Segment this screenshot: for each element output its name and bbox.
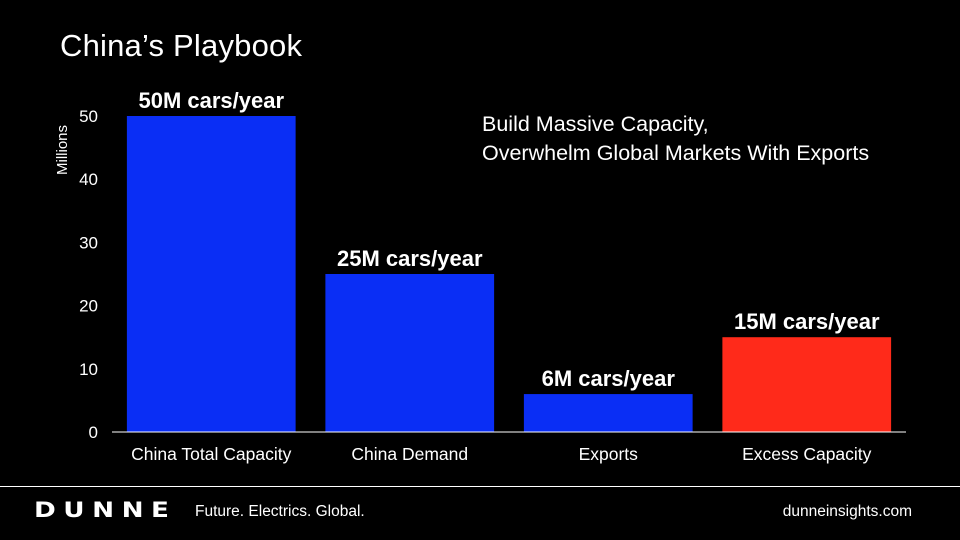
footer-divider: [0, 486, 960, 487]
page-title: China’s Playbook: [60, 28, 303, 63]
footer-tagline: Future. Electrics. Global.: [195, 503, 365, 520]
y-tick-label: 10: [79, 360, 98, 379]
y-tick-label: 0: [89, 423, 98, 442]
bar-china-demand: [325, 274, 495, 432]
headline: Build Massive Capacity, Overwhelm Global…: [482, 110, 869, 168]
headline-line-1: Build Massive Capacity,: [482, 112, 709, 136]
bar-exports: [523, 394, 693, 432]
category-label: China Demand: [351, 444, 468, 464]
dunne-logo: DUNNE: [34, 498, 177, 522]
y-tick-label: 30: [79, 233, 98, 252]
data-label: 50M cars/year: [138, 88, 284, 113]
bar-china-total-capacity: [126, 116, 296, 432]
y-axis-ticks: 0 10 20 30 40 50: [79, 107, 98, 442]
data-label: 25M cars/year: [337, 246, 483, 271]
data-label: 6M cars/year: [542, 366, 676, 391]
headline-line-2: Overwhelm Global Markets With Exports: [482, 141, 870, 165]
bars: [126, 116, 892, 432]
y-tick-label: 50: [79, 107, 98, 126]
y-axis-title: Millions: [54, 125, 71, 175]
category-label: Excess Capacity: [742, 444, 872, 464]
footer-website: dunneinsights.com: [782, 503, 912, 520]
data-labels: 50M cars/year 25M cars/year 6M cars/year 15…: [138, 88, 879, 391]
bar-chart: 0 10 20 30 40 50 Millions China Total Capacit…: [54, 88, 906, 464]
category-labels: China Total Capacity China Demand Exports E…: [131, 444, 872, 464]
data-label: 15M cars/year: [734, 309, 880, 334]
category-label: China Total Capacity: [131, 444, 291, 464]
y-tick-label: 40: [79, 170, 98, 189]
bar-excess-capacity: [722, 337, 892, 432]
category-label: Exports: [579, 444, 639, 464]
y-tick-label: 20: [79, 297, 98, 316]
